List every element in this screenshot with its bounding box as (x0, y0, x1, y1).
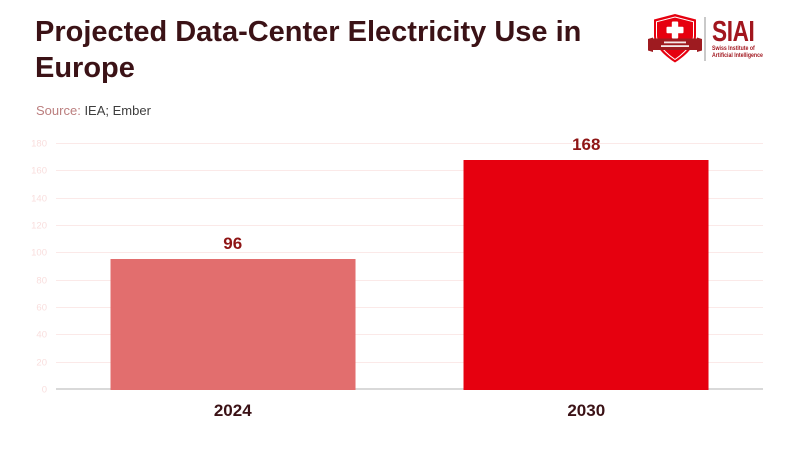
page-title: Projected Data-Center Electricity Use in… (35, 14, 581, 86)
gridline-y180 (56, 143, 763, 144)
x-axis-label-2024: 2024 (213, 401, 252, 420)
category-band-2024: 96 2024 (56, 144, 410, 420)
logo-org-line-2: Artificial Intelligence (712, 52, 763, 59)
bar-2024 (110, 258, 356, 390)
bar-2030 (463, 160, 709, 390)
logo-text: SIAI Swiss Institute of Artificial Intel… (712, 15, 776, 60)
bar-chart: 0 20 40 60 80 100 120 140 160 180 96 2024 168 2030 (31, 136, 764, 420)
x-axis-line (56, 388, 763, 390)
bar-value-label-2024: 96 (223, 233, 243, 253)
y-tick-label-180: 180 (31, 138, 47, 150)
y-tick-label-20: 20 (36, 357, 47, 369)
gridline-y140 (56, 197, 763, 199)
gridline-y100 (56, 252, 763, 254)
y-tick-label-140: 140 (31, 193, 47, 205)
y-tick-label-60: 60 (36, 302, 47, 314)
logo-org-line-1: Swiss Institute of (712, 44, 755, 52)
category-band-2030: 168 2030 (410, 136, 764, 420)
y-tick-label-100: 100 (31, 247, 47, 259)
siai-logo: SIAI Swiss Institute of Artificial Intel… (648, 13, 776, 65)
title-line-1: Projected Data-Center Electricity Use in (35, 16, 582, 48)
logo-divider (704, 17, 706, 61)
x-axis-label-2030: 2030 (567, 401, 606, 420)
gridline-y160 (56, 170, 763, 172)
gridline-y20 (56, 361, 763, 363)
y-tick-label-160: 160 (31, 165, 47, 177)
logo-acronym: SIAI (712, 15, 755, 48)
y-tick-label-80: 80 (36, 275, 47, 287)
gridline-y80 (56, 279, 763, 281)
swiss-shield-icon (648, 14, 702, 63)
gridline-y120 (56, 225, 763, 226)
y-tick-label-0: 0 (41, 384, 47, 396)
y-tick-label-120: 120 (31, 220, 47, 232)
gridline-y60 (56, 307, 763, 308)
y-tick-label-40: 40 (36, 329, 47, 341)
gridline-y40 (56, 334, 763, 336)
source-note: Source: IEA; Ember (36, 103, 151, 119)
title-line-2: Europe (35, 52, 135, 84)
source-label: Source: (36, 103, 81, 118)
source-value: IEA; Ember (84, 103, 151, 118)
bar-value-label-2030: 168 (572, 135, 601, 155)
